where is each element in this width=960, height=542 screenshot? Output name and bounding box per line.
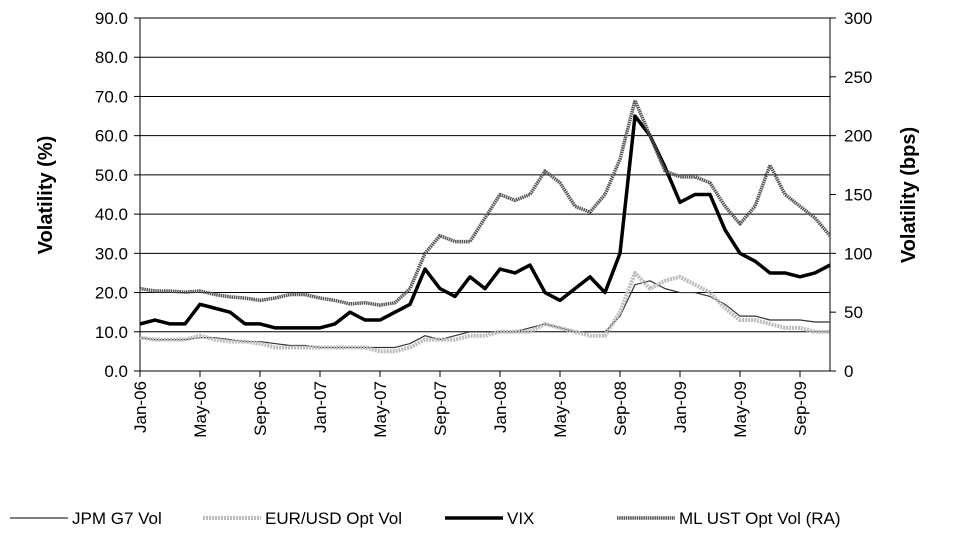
x-tick-label: Sep-08 [611, 381, 630, 436]
y2-tick-label: 150 [844, 186, 872, 205]
y2-tick-label: 0 [844, 362, 853, 381]
series-line [139, 270, 830, 354]
x-tick-label: May-07 [371, 381, 390, 438]
y-axis-title: Volatility (%) [35, 136, 57, 255]
x-tick-label: Jan-06 [131, 381, 150, 433]
x-tick-label: May-08 [551, 381, 570, 438]
y2-tick-label: 50 [844, 303, 863, 322]
y-tick-label: 10.0 [95, 323, 128, 342]
x-tick-label: Jan-07 [311, 381, 330, 433]
x-tick-label: Sep-09 [791, 381, 810, 436]
y-tick-label: 50.0 [95, 166, 128, 185]
x-tick-label: Sep-06 [251, 381, 270, 436]
y2-tick-label: 200 [844, 127, 872, 146]
x-tick-label: Jan-08 [491, 381, 510, 433]
y2-tick-label: 250 [844, 68, 872, 87]
y2-axis-title: Volatility (bps) [898, 127, 920, 263]
series-line [139, 280, 830, 349]
y-tick-label: 30.0 [95, 244, 128, 263]
x-tick-label: May-06 [191, 381, 210, 438]
y-tick-label: 20.0 [95, 284, 128, 303]
y-tick-label: 80.0 [95, 48, 128, 67]
series-line [139, 114, 831, 330]
x-tick-label: May-09 [731, 381, 750, 438]
y-tick-label: 90.0 [95, 9, 128, 28]
x-tick-label: Sep-07 [431, 381, 450, 436]
legend-label: EUR/USD Opt Vol [265, 509, 402, 528]
y2-tick-label: 300 [844, 9, 872, 28]
series-line [139, 98, 832, 307]
y-tick-label: 40.0 [95, 205, 128, 224]
legend-label: VIX [507, 509, 534, 528]
x-tick-label: Jan-09 [671, 381, 690, 433]
legend-label: ML UST Opt Vol (RA) [679, 509, 841, 528]
legend-label: JPM G7 Vol [72, 509, 162, 528]
y-tick-label: 60.0 [95, 127, 128, 146]
y-tick-label: 0.0 [104, 362, 128, 381]
y-tick-label: 70.0 [95, 87, 128, 106]
y2-tick-label: 100 [844, 244, 872, 263]
